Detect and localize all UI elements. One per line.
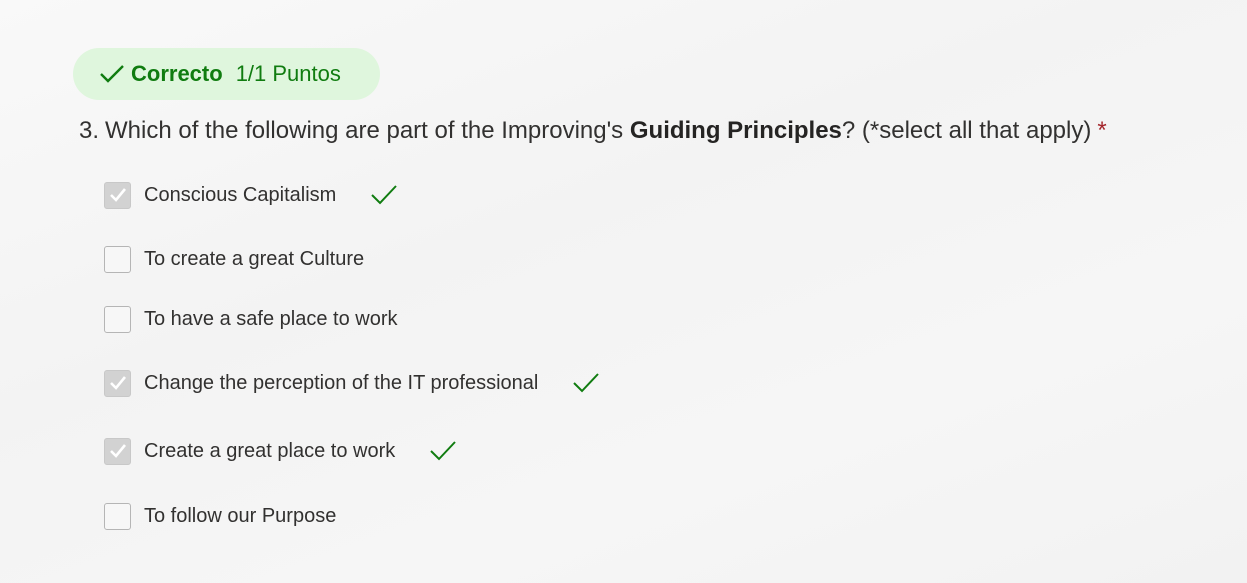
option-label: To create a great Culture [144,247,365,270]
option-label: To follow our Purpose [144,504,337,527]
correct-check-icon [430,441,456,461]
checkbox-checked[interactable] [104,369,131,397]
checkmark-icon [109,376,126,390]
result-status: Correcto [131,61,223,86]
correct-check-icon [371,185,398,205]
question-text-bold: Guiding Principles [629,117,842,144]
question-text-before: Which of the following are part of the I… [105,117,630,144]
option-great-place-to-work[interactable]: Create a great place to work [104,437,457,465]
question-number: 3. [79,117,100,144]
option-safe-place-to-work[interactable]: To have a safe place to work [104,305,397,333]
checkmark-icon [109,188,126,202]
checkbox-unchecked[interactable] [104,245,131,273]
question-text-after: ? (*select all that apply) [841,117,1092,144]
option-label: Change the perception of the IT professi… [144,371,539,394]
correct-check-icon [573,373,600,393]
option-conscious-capitalism[interactable]: Conscious Capitalism [104,181,398,209]
required-marker: * [1097,117,1107,144]
option-create-great-culture[interactable]: To create a great Culture [104,245,364,273]
check-icon [100,65,124,83]
option-label: Conscious Capitalism [144,183,337,206]
checkbox-checked[interactable] [104,181,131,209]
option-label: Create a great place to work [144,439,396,462]
option-follow-our-purpose[interactable]: To follow our Purpose [104,502,336,530]
question-text: 3. Which of the following are part of the… [79,114,1239,148]
checkbox-unchecked[interactable] [104,305,131,333]
result-badge: Correcto 1/1 Puntos [73,48,380,100]
option-label: To have a safe place to work [144,307,398,330]
checkmark-icon [109,444,126,458]
checkbox-unchecked[interactable] [104,502,131,530]
result-score: 1/1 Puntos [235,61,341,86]
option-change-it-perception[interactable]: Change the perception of the IT professi… [104,369,600,397]
checkbox-checked[interactable] [104,437,131,465]
